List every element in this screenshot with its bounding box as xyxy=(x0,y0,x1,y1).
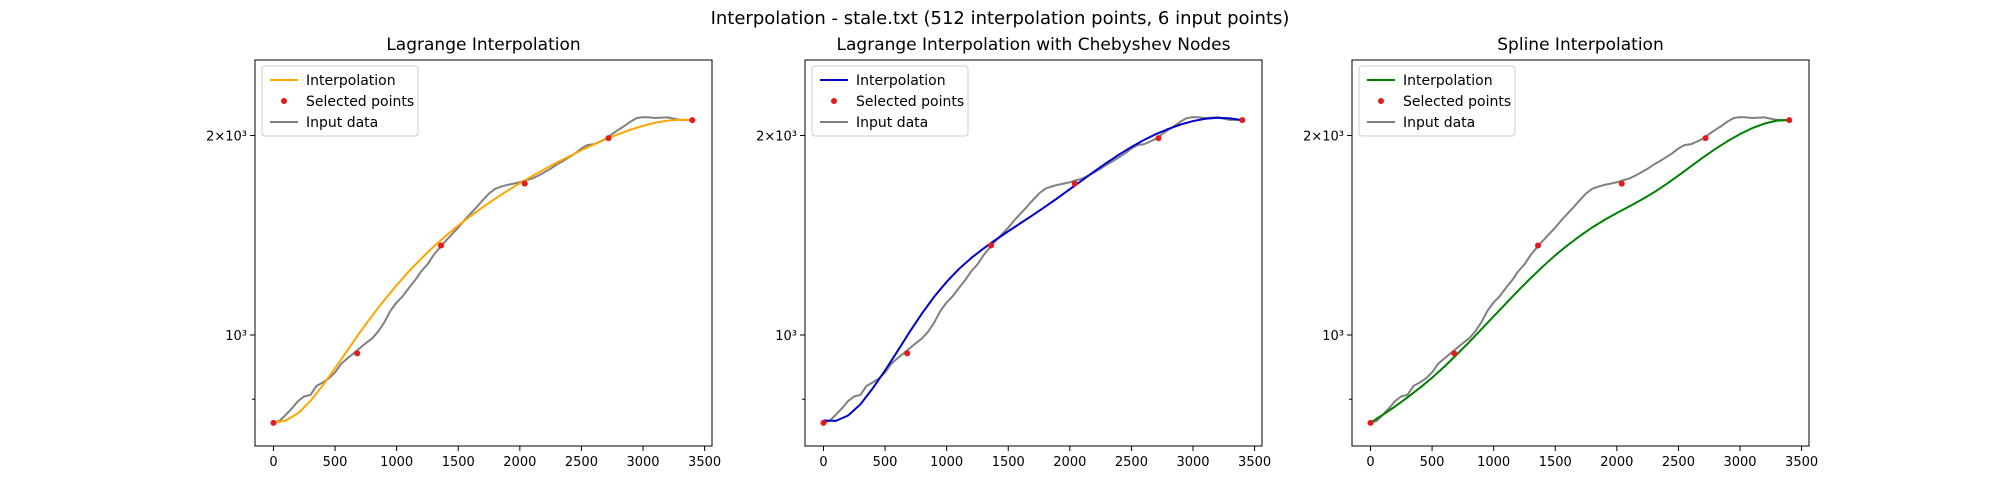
x-tick-label: 3500 xyxy=(1785,455,1818,470)
legend-label: Input data xyxy=(306,115,378,131)
selected-point xyxy=(820,419,827,426)
x-tick-label: 0 xyxy=(819,455,827,470)
subplots: Lagrange Interpolation 0 500 1000 1500 2000 25… xyxy=(206,35,1818,470)
selected-point xyxy=(438,242,444,249)
selected-point xyxy=(1367,419,1374,426)
selected-point xyxy=(1618,180,1625,187)
selected-point xyxy=(1702,135,1709,142)
x-tick-label: 0 xyxy=(1366,455,1374,470)
subplot-1: Lagrange Interpolation 0 500 1000 1500 2000 25… xyxy=(206,35,721,470)
x-tick-label: 1000 xyxy=(1477,455,1510,470)
subplot-3: Spline Interpolation 0 500 1000 1500 2000 2500… xyxy=(1303,35,1818,470)
selected-point xyxy=(689,117,696,124)
figure-title: Interpolation - stale.txt (512 interpola… xyxy=(711,8,1290,29)
legend-label: Selected points xyxy=(856,94,964,110)
series-line-interpolation xyxy=(1369,119,1790,424)
legend: Interpolation Selected points Input data xyxy=(1358,65,1516,137)
x-tick-label: 3500 xyxy=(1238,455,1271,470)
legend: Interpolation Selected points Input data xyxy=(261,65,419,137)
selected-point xyxy=(521,180,528,187)
x-tick-label: 1000 xyxy=(930,455,963,470)
selected-point xyxy=(354,350,361,357)
y-tick-label: 2×10³ xyxy=(756,130,797,145)
legend-label: Interpolation xyxy=(306,73,396,89)
y-tick-label: 10³ xyxy=(1322,329,1344,344)
y-tick-label: 2×10³ xyxy=(1303,130,1344,145)
x-tick-label: 2000 xyxy=(503,455,536,470)
x-tick-label: 3000 xyxy=(626,455,659,470)
x-tick-label: 1500 xyxy=(1539,455,1572,470)
legend-swatch-marker xyxy=(281,98,287,104)
legend-box xyxy=(1358,65,1516,137)
legend-box xyxy=(811,65,969,137)
axes-frame xyxy=(804,59,1263,447)
selected-point xyxy=(1451,350,1458,357)
selected-point xyxy=(605,135,612,142)
legend: Interpolation Selected points Input data xyxy=(811,65,969,137)
x-tick-label: 1500 xyxy=(992,455,1025,470)
axes-frame xyxy=(1351,59,1810,447)
x-tick-label: 1000 xyxy=(380,455,413,470)
subplot-title: Spline Interpolation xyxy=(1497,35,1663,55)
x-tick-label: 3000 xyxy=(1176,455,1209,470)
x-tick-label: 2500 xyxy=(1662,455,1695,470)
legend-label: Selected points xyxy=(1403,94,1511,110)
selected-point xyxy=(1239,117,1246,124)
selected-point xyxy=(1155,135,1162,142)
legend-swatch-marker xyxy=(831,98,837,104)
x-tick-label: 3000 xyxy=(1723,455,1756,470)
selected-point xyxy=(270,419,277,426)
selected-point xyxy=(1786,117,1793,124)
legend-box xyxy=(261,65,419,137)
series-line-input-data xyxy=(273,116,693,424)
selected-point xyxy=(1071,180,1078,187)
selected-point xyxy=(904,350,911,357)
x-tick-label: 1500 xyxy=(442,455,475,470)
x-tick-label: 0 xyxy=(269,455,277,470)
legend-label: Input data xyxy=(1403,115,1475,131)
y-tick-label: 2×10³ xyxy=(206,130,247,145)
series-line-input-data xyxy=(1370,116,1790,424)
legend-label: Input data xyxy=(856,115,928,131)
y-tick-label: 10³ xyxy=(775,329,797,344)
x-tick-label: 3500 xyxy=(688,455,721,470)
subplot-title: Lagrange Interpolation xyxy=(386,35,580,55)
series-line-interpolation xyxy=(823,116,1243,422)
x-tick-label: 2500 xyxy=(565,455,598,470)
x-tick-label: 2500 xyxy=(1115,455,1148,470)
legend-label: Selected points xyxy=(306,94,414,110)
selected-point xyxy=(988,242,994,249)
x-tick-label: 500 xyxy=(1420,455,1445,470)
axes-frame xyxy=(254,59,713,447)
x-tick-label: 2000 xyxy=(1600,455,1633,470)
x-tick-label: 500 xyxy=(873,455,898,470)
subplot-2: Lagrange Interpolation with Chebyshev No… xyxy=(756,35,1271,470)
subplot-title: Lagrange Interpolation with Chebyshev No… xyxy=(837,35,1231,55)
series-line-interpolation xyxy=(273,118,693,424)
x-tick-label: 2000 xyxy=(1053,455,1086,470)
selected-point xyxy=(1535,242,1541,249)
legend-label: Interpolation xyxy=(856,73,946,89)
legend-swatch-marker xyxy=(1378,98,1384,104)
x-tick-label: 500 xyxy=(323,455,348,470)
legend-label: Interpolation xyxy=(1403,73,1493,89)
y-tick-label: 10³ xyxy=(225,329,247,344)
